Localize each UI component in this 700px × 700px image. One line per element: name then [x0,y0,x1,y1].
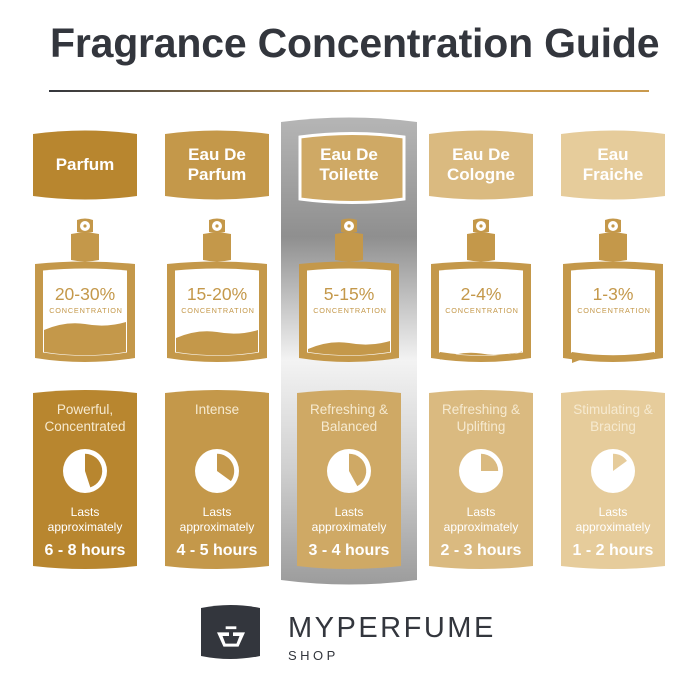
svg-text:2-4%: 2-4% [461,284,502,304]
svg-text:15-20%: 15-20% [187,284,247,304]
svg-text:CONCENTRATION: CONCENTRATION [445,306,519,315]
svg-text:1-3%: 1-3% [593,284,634,304]
svg-text:5-15%: 5-15% [324,284,375,304]
svg-text:CONCENTRATION: CONCENTRATION [181,306,255,315]
svg-text:20-30%: 20-30% [55,284,115,304]
svg-text:CONCENTRATION: CONCENTRATION [49,306,123,315]
svg-text:CONCENTRATION: CONCENTRATION [313,306,387,315]
svg-text:CONCENTRATION: CONCENTRATION [577,306,651,315]
